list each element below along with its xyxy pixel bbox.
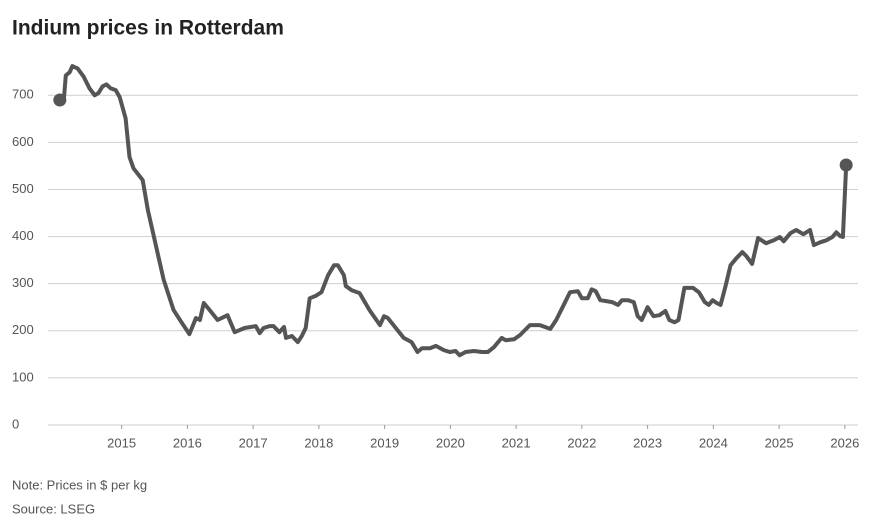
x-tick-label: 2024 [699,435,728,450]
y-tick-label: 200 [12,322,34,337]
chart-title: Indium prices in Rotterdam [12,17,284,40]
source: Source: LSEG [12,501,95,516]
x-tick-label: 2017 [239,435,268,450]
x-tick-label: 2025 [765,435,794,450]
x-tick-label: 2016 [173,435,202,450]
y-tick-label: 400 [12,228,34,243]
end-marker [839,158,853,172]
end-marker [53,93,67,107]
price-line [59,64,849,358]
x-tick-label: 2018 [304,435,333,450]
x-tick-label: 2019 [370,435,399,450]
note: Note: Prices in $ per kg [12,477,147,492]
y-tick-label: 500 [12,181,34,196]
x-tick-label: 2023 [633,435,662,450]
x-tick-label: 2026 [830,435,859,450]
y-tick-label: 100 [12,369,34,384]
x-tick-label: 2020 [436,435,465,450]
x-tick-label: 2022 [567,435,596,450]
y-tick-label: 600 [12,134,34,149]
y-tick-label: 700 [12,87,34,102]
y-tick-label: 300 [12,275,34,290]
y-tick-label: 0 [12,416,19,431]
x-tick-label: 2015 [107,435,136,450]
x-tick-label: 2021 [502,435,531,450]
